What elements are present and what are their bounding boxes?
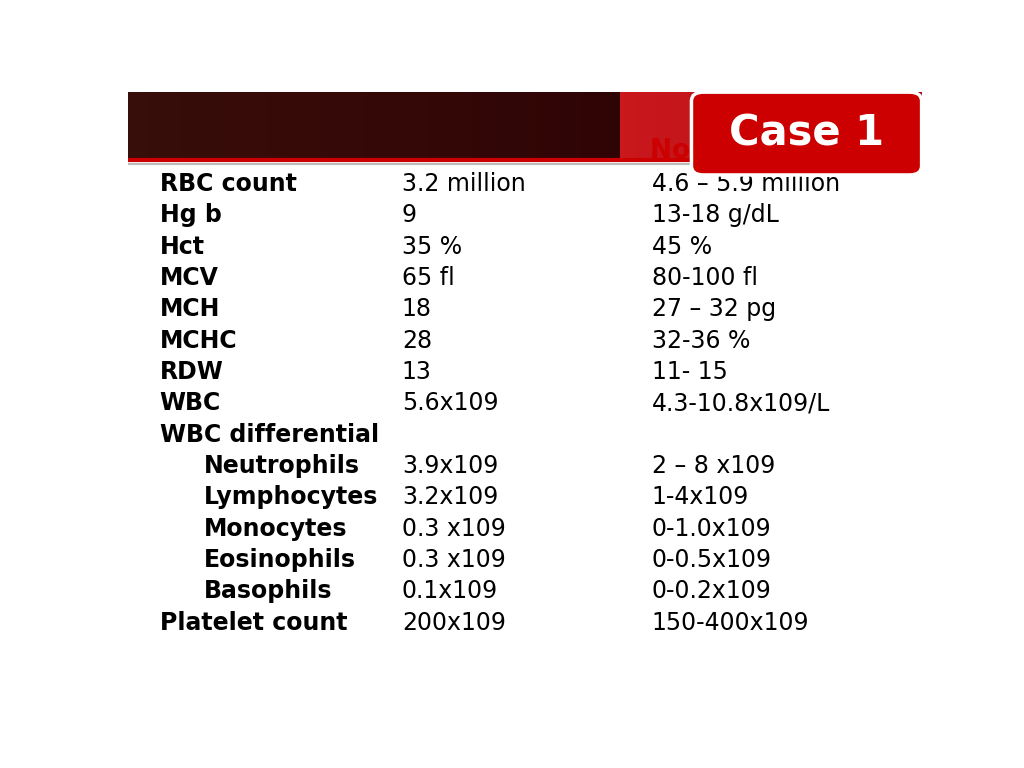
Text: 150-400x109: 150-400x109: [652, 611, 809, 634]
Text: 4.6 – 5.9 million: 4.6 – 5.9 million: [652, 172, 840, 196]
Text: 200x109: 200x109: [401, 611, 506, 634]
Text: WBC: WBC: [160, 391, 221, 415]
Text: MCHC: MCHC: [160, 329, 238, 353]
Text: Eosinophils: Eosinophils: [204, 548, 355, 572]
Text: 4.3-10.8x109/L: 4.3-10.8x109/L: [652, 391, 830, 415]
Text: 28: 28: [401, 329, 432, 353]
Text: 45 %: 45 %: [652, 234, 712, 259]
Text: 0-0.5x109: 0-0.5x109: [652, 548, 772, 572]
Text: 0-1.0x109: 0-1.0x109: [652, 517, 771, 541]
Text: 2 – 8 x109: 2 – 8 x109: [652, 454, 775, 478]
Text: Basophils: Basophils: [204, 579, 332, 604]
Text: 13-18 g/dL: 13-18 g/dL: [652, 204, 778, 227]
Text: WBC differential: WBC differential: [160, 422, 379, 446]
Text: RBC count: RBC count: [160, 172, 297, 196]
Text: 3.9x109: 3.9x109: [401, 454, 498, 478]
Text: 5.6x109: 5.6x109: [401, 391, 499, 415]
Text: 0.3 x109: 0.3 x109: [401, 517, 506, 541]
Text: 35 %: 35 %: [401, 234, 462, 259]
Text: 11- 15: 11- 15: [652, 360, 728, 384]
Text: 0-0.2x109: 0-0.2x109: [652, 579, 771, 604]
FancyBboxPatch shape: [691, 92, 922, 175]
Text: Lymphocytes: Lymphocytes: [204, 485, 378, 509]
Text: Neutrophils: Neutrophils: [204, 454, 359, 478]
Text: 13: 13: [401, 360, 432, 384]
Text: MCV: MCV: [160, 266, 218, 290]
Text: Hct: Hct: [160, 234, 205, 259]
Text: 1-4x109: 1-4x109: [652, 485, 749, 509]
Text: 3.2 million: 3.2 million: [401, 172, 525, 196]
Text: 9: 9: [401, 204, 417, 227]
Text: Monocytes: Monocytes: [204, 517, 347, 541]
Text: 32-36 %: 32-36 %: [652, 329, 751, 353]
Text: Platelet count: Platelet count: [160, 611, 347, 634]
Text: Normal Range: Normal Range: [650, 138, 860, 164]
Text: Hg b: Hg b: [160, 204, 221, 227]
Text: RDW: RDW: [160, 360, 223, 384]
Text: MCH: MCH: [160, 297, 220, 321]
Text: Case 1: Case 1: [729, 113, 884, 154]
Text: 80-100 fl: 80-100 fl: [652, 266, 758, 290]
Text: 0.1x109: 0.1x109: [401, 579, 498, 604]
FancyBboxPatch shape: [128, 92, 620, 161]
Text: 18: 18: [401, 297, 432, 321]
Text: 27 – 32 pg: 27 – 32 pg: [652, 297, 776, 321]
Text: 3.2x109: 3.2x109: [401, 485, 498, 509]
Text: 65 fl: 65 fl: [401, 266, 455, 290]
Text: 0.3 x109: 0.3 x109: [401, 548, 506, 572]
